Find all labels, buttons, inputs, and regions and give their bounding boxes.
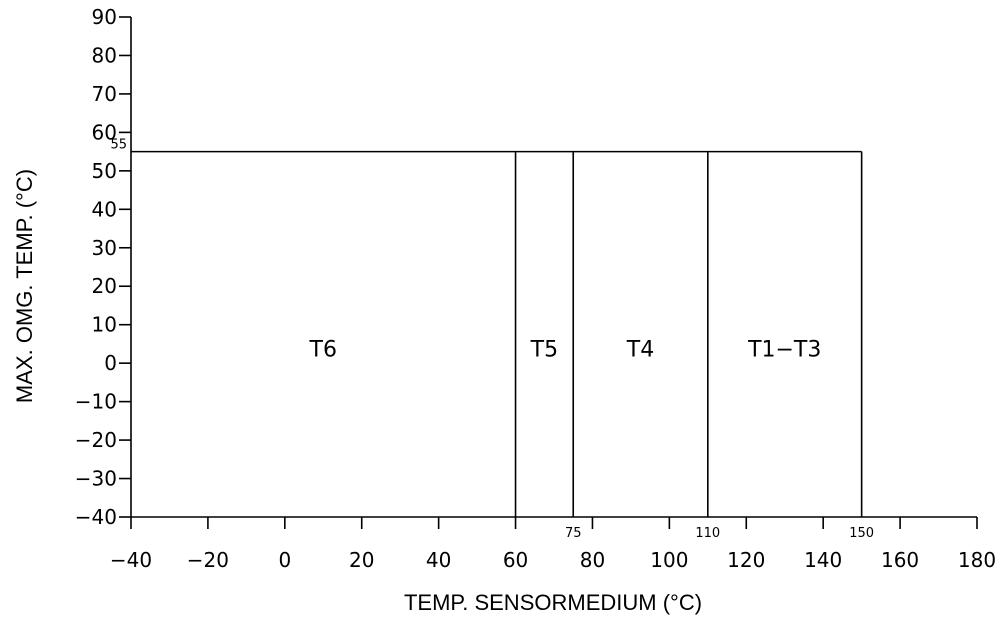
axes (130, 17, 977, 518)
zone-label: T6 (309, 338, 337, 363)
y-tick-label: 60 (92, 120, 117, 144)
zone-label: T4 (626, 338, 654, 363)
boundary-value-label: 75 (565, 526, 582, 541)
max-ambient-label: 55 (110, 138, 127, 153)
y-tick-label: −40 (75, 505, 117, 529)
y-tick-label: 0 (104, 351, 117, 375)
y-tick-label: 90 (92, 5, 117, 29)
y-tick-label: 80 (92, 43, 117, 67)
x-tick-label: 60 (503, 548, 528, 572)
y-tick-label: −10 (75, 390, 117, 414)
y-tick-label: 70 (92, 82, 117, 106)
y-tick-label: 40 (92, 197, 117, 221)
x-tick-label: −20 (187, 548, 229, 572)
x-tick-label: 180 (958, 548, 996, 572)
x-tick-label: 100 (650, 548, 688, 572)
y-axis-title: MAX. OMG. TEMP. (°C) (12, 169, 37, 403)
y-ticks: 90 80 70 60 50 40 30 20 10 0 −10 −20 −30 −40 (75, 5, 131, 529)
boundary-value-label: 150 (849, 526, 874, 541)
x-ticks: −40 −20 0 20 40 60 80 100 120 140 160 180 (110, 517, 996, 572)
zone-label: T1−T3 (747, 338, 821, 363)
x-axis-title: TEMP. SENSORMEDIUM (°C) (404, 590, 702, 615)
y-tick-label: 20 (92, 274, 117, 298)
x-tick-label: 140 (804, 548, 842, 572)
y-tick-label: −20 (75, 428, 117, 452)
x-tick-label: 0 (278, 548, 291, 572)
y-tick-label: 50 (92, 159, 117, 183)
y-tick-label: −30 (75, 467, 117, 491)
x-tick-label: 80 (580, 548, 605, 572)
zone-label: T5 (530, 338, 558, 363)
y-tick-label: 30 (92, 236, 117, 260)
x-tick-label: 160 (881, 548, 919, 572)
zones: 55 T6 T5 T4 T1−T3 75 110 150 (110, 138, 874, 541)
x-tick-label: 120 (727, 548, 765, 572)
y-tick-label: 10 (92, 313, 117, 337)
x-tick-label: 40 (426, 548, 451, 572)
x-tick-label: −40 (110, 548, 152, 572)
boundary-value-label: 110 (695, 526, 720, 541)
x-tick-label: 20 (349, 548, 374, 572)
